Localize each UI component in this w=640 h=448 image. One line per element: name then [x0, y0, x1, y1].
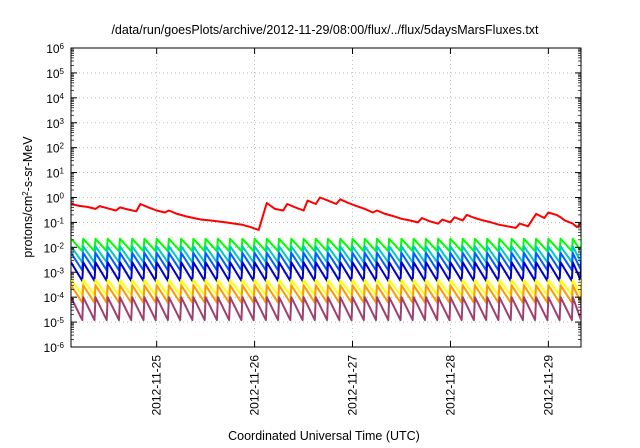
y-tick-label: 10-4 [44, 291, 65, 306]
x-tick-label: 2012-11-26 [248, 355, 262, 416]
y-axis-label-base: protons/cm [21, 196, 35, 258]
x-tick-label: 2012-11-27 [346, 355, 360, 416]
series-line [71, 245, 581, 264]
series-line [71, 278, 581, 297]
y-tick-label-exp: 3 [60, 116, 65, 125]
y-tick-label-base: 10 [46, 67, 60, 81]
y-tick-label-exp: -1 [57, 216, 65, 225]
chart-title: /data/run/goesPlots/archive/2012-11-29/0… [111, 23, 539, 37]
y-tick-label-base: 10 [46, 117, 60, 131]
series-line [71, 237, 581, 253]
y-tick-label: 102 [46, 141, 64, 156]
y-tick-label-exp: -4 [57, 291, 65, 300]
y-tick-label: 103 [46, 116, 64, 131]
x-tick-label: 2012-11-25 [150, 355, 164, 416]
y-tick-label-exp: -5 [57, 316, 65, 325]
y-tick-label: 10-1 [44, 216, 65, 231]
y-tick-label: 100 [46, 191, 64, 206]
series-line [71, 251, 581, 272]
y-tick-label: 10-6 [44, 341, 65, 356]
y-tick-label-exp: -6 [57, 341, 65, 350]
x-axis-ticks: 2012-11-25 2012-11-26 2012-11-27 2012-11-28… [150, 48, 555, 416]
series-line [71, 296, 581, 322]
y-tick-label-base: 10 [46, 92, 60, 106]
y-tick-label-base: 10 [46, 42, 60, 56]
y-tick-label-exp: 2 [60, 141, 65, 150]
y-tick-label-base: 10 [44, 266, 58, 280]
y-tick-label: 10-3 [44, 266, 65, 281]
x-tick-label: 2012-11-28 [443, 355, 457, 416]
y-tick-label-exp: 6 [60, 42, 65, 51]
series-line [71, 196, 581, 231]
y-tick-label: 10-5 [44, 316, 65, 331]
x-axis-label: Coordinated Universal Time (UTC) [228, 429, 420, 443]
y-tick-label-base: 10 [46, 192, 60, 206]
series-line [71, 284, 581, 304]
y-tick-label-exp: 1 [60, 166, 65, 175]
y-tick-label-base: 10 [46, 167, 60, 181]
y-axis-label-exp: 2 [21, 191, 30, 196]
y-tick-label-base: 10 [44, 216, 58, 230]
y-tick-label-exp: 4 [60, 91, 65, 100]
y-tick-label-exp: 5 [60, 66, 65, 75]
y-tick-label-base: 10 [44, 291, 58, 305]
y-tick-label-exp: -3 [57, 266, 65, 275]
y-tick-label: 106 [46, 42, 64, 57]
y-tick-label: 105 [46, 66, 64, 81]
series-line [71, 261, 581, 282]
x-tick-label: 2012-11-29 [541, 355, 555, 416]
y-tick-label: 104 [46, 91, 64, 106]
y-tick-label-base: 10 [46, 142, 60, 156]
y-tick-label-base: 10 [44, 341, 58, 355]
y-axis-label: protons/cm2-s-sr-MeV [21, 136, 36, 258]
series-layer [71, 196, 581, 322]
y-tick-label-exp: -2 [57, 241, 65, 250]
y-tick-label-exp: 0 [60, 191, 65, 200]
y-axis-label-rest: -s-sr-MeV [21, 136, 35, 192]
y-tick-label-base: 10 [44, 316, 58, 330]
y-axis-ticks: 10-610-510-410-310-210-11001011021031041… [44, 42, 581, 356]
y-tick-label: 101 [46, 166, 64, 181]
y-tick-label-base: 10 [44, 241, 58, 255]
y-tick-label: 10-2 [44, 241, 65, 256]
